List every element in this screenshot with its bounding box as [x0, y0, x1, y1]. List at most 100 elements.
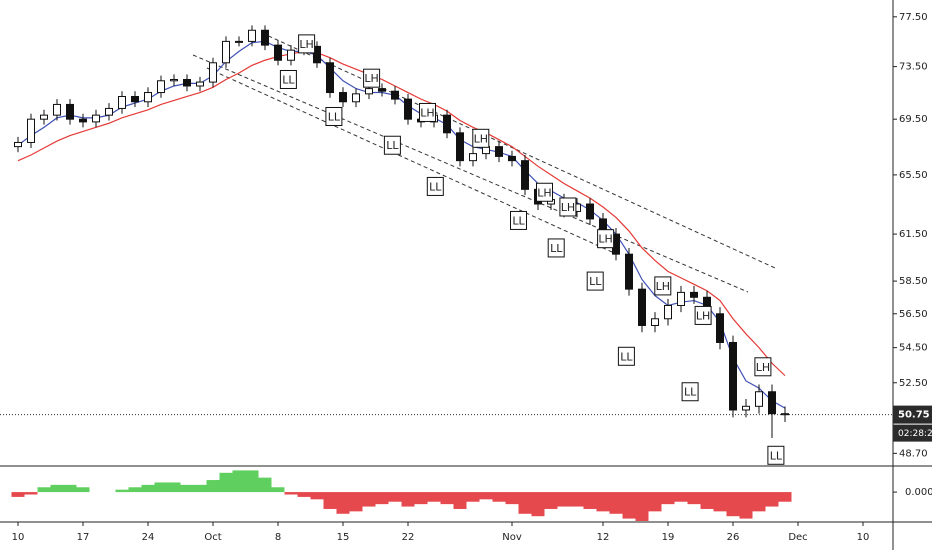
oscillator-bar: [193, 484, 207, 493]
oscillator-bar: [739, 492, 753, 519]
oscillator-bar: [50, 484, 64, 493]
annotation-label: LH: [656, 280, 670, 293]
y-tick-label: 52.50: [899, 378, 928, 389]
annotation-box: [510, 210, 527, 230]
candle-body: [391, 90, 399, 100]
countdown-label: 02:28:24: [898, 429, 932, 439]
x-tick-label: 22: [402, 532, 415, 543]
annotation-box: [547, 238, 565, 258]
candle-body: [144, 92, 152, 103]
annotation-box: [426, 176, 444, 196]
candle-body: [40, 114, 48, 120]
oscillator-bar: [206, 480, 220, 493]
candle-body: [495, 146, 503, 157]
candle-body: [170, 78, 178, 82]
candle-body: [443, 114, 451, 134]
annotation-label: LH: [696, 309, 710, 322]
annotation-label: LL: [328, 110, 341, 123]
oscillator-bar: [544, 492, 558, 509]
annotation-box: [617, 346, 635, 366]
annotation-box: [586, 271, 604, 291]
annotation-label: LH: [420, 106, 434, 119]
candle-body: [781, 413, 789, 416]
oscillator-bar: [518, 492, 532, 514]
oscillator-bar: [349, 492, 363, 512]
candle-body: [378, 88, 386, 92]
annotation-label: LH: [299, 38, 313, 51]
x-tick-label: Oct: [204, 532, 221, 543]
oscillator-bar: [284, 492, 298, 495]
candle-body: [287, 49, 295, 61]
candle-body: [157, 80, 165, 94]
candle-body: [755, 391, 763, 407]
oscillator-bar: [362, 492, 376, 507]
oscillator-bar: [414, 492, 428, 505]
oscillator-bar: [609, 492, 623, 514]
annotation-label: LL: [684, 386, 697, 399]
candle-body: [469, 153, 477, 162]
oscillator-bar: [700, 492, 714, 509]
countdown-box: [893, 424, 932, 442]
y-tick-label: 65.50: [899, 170, 928, 181]
oscillator-bar: [466, 492, 480, 502]
candle-body: [53, 103, 61, 116]
annotation-label: LH: [474, 132, 488, 145]
x-tick-label: 19: [662, 532, 675, 543]
candle-body: [651, 318, 659, 326]
candle-body: [183, 78, 191, 87]
oscillator-bar: [427, 492, 441, 502]
oscillator-bar: [635, 492, 649, 521]
oscillator-bar: [11, 492, 25, 497]
oscillator-bar: [531, 492, 545, 517]
candle-body: [521, 160, 529, 190]
annotation-label: LL: [282, 73, 295, 86]
annotation-box: [767, 445, 785, 465]
oscillator-bar: [713, 492, 727, 512]
oscillator-bar: [323, 492, 337, 509]
annotation-label: LL: [386, 139, 399, 152]
annotation-box: [559, 197, 577, 217]
candle-body: [131, 95, 139, 103]
candle-body: [339, 92, 347, 103]
annotation-label: LL: [550, 242, 563, 255]
annotation-label: LH: [561, 201, 575, 214]
candle-body: [404, 98, 412, 120]
moving-average: [17, 50, 786, 377]
x-tick-label: 12: [597, 532, 610, 543]
x-tick-label: 15: [337, 532, 350, 543]
oscillator-bar: [141, 484, 155, 493]
annotation-label: LH: [364, 72, 378, 85]
candle-body: [222, 40, 230, 64]
oscillator-bar: [622, 492, 636, 519]
oscillator-bar: [180, 484, 194, 493]
x-tick-label: Dec: [788, 532, 807, 543]
y-tick-label: 61.50: [899, 229, 928, 240]
oscillator-bar: [687, 492, 701, 505]
oscillator-bar: [492, 492, 506, 502]
candle-body: [638, 288, 646, 326]
oscillator-bar: [76, 487, 90, 493]
annotation-label: LL: [770, 449, 783, 462]
annotation-box: [681, 382, 699, 402]
candle-body: [79, 118, 87, 123]
annotation-box: [754, 357, 772, 377]
oscillator-bar: [336, 492, 350, 514]
oscillator-bar: [440, 492, 454, 505]
annotation-box: [536, 182, 553, 202]
y-tick-label: 77.50: [899, 12, 928, 23]
annotation-box: [325, 106, 343, 126]
oscillator-bar: [726, 492, 740, 517]
y-tick-label: 54.50: [899, 343, 928, 354]
oscillator-bar: [154, 482, 168, 493]
candle-body: [313, 45, 321, 64]
x-tick-label: 26: [727, 532, 740, 543]
last-price-label: 50.75: [898, 410, 930, 421]
oscillator-bar: [778, 492, 792, 502]
oscillator-bar: [479, 492, 493, 500]
oscillator-bar: [752, 492, 766, 512]
annotation-label: LL: [589, 275, 602, 288]
oscillator-bar: [596, 492, 610, 512]
y-tick-label: 69.50: [899, 114, 928, 125]
candle-body: [664, 304, 672, 320]
